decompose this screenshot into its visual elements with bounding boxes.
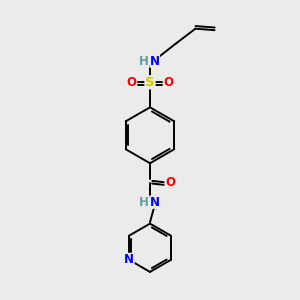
Text: O: O [127, 76, 137, 89]
Text: H: H [139, 196, 149, 208]
Text: N: N [150, 55, 160, 68]
Text: O: O [165, 176, 175, 189]
Text: O: O [163, 76, 173, 89]
Text: H: H [139, 55, 149, 68]
Text: N: N [124, 253, 134, 266]
Text: S: S [145, 76, 155, 89]
Text: N: N [150, 196, 160, 208]
